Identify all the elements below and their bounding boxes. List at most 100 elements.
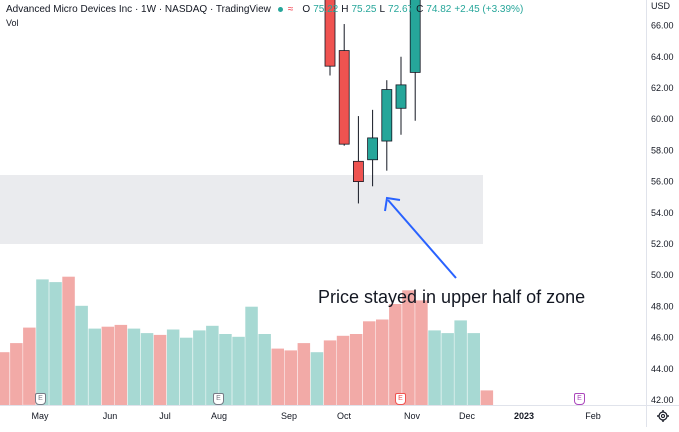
time-label-2023: 2023 [513, 411, 535, 421]
candle-body [324, 0, 336, 67]
volume-bar [271, 348, 284, 405]
price-tick-label: 50.00 [651, 270, 674, 280]
volume-bar [206, 325, 219, 405]
open-value: 75.22 [313, 4, 339, 15]
close-value: 74.82 [426, 4, 452, 15]
candle-body [409, 0, 421, 73]
candle[interactable] [367, 109, 379, 187]
price-tick-label: 48.00 [651, 301, 674, 311]
volume-bar [75, 305, 88, 405]
volume-label[interactable]: Vol [6, 18, 19, 28]
volume-bar [441, 333, 454, 405]
price-axis: USD 42.00 44.00 46.00 48.00 50.00 52.00 54.00 5… [651, 1, 674, 405]
volume-bar [467, 333, 480, 405]
price-tick-label: 58.00 [651, 145, 674, 155]
symbol-title[interactable]: Advanced Micro Devices Inc · 1W · NASDAQ… [6, 4, 271, 15]
volume-bar [101, 326, 115, 405]
low-value: 72.67 [388, 4, 414, 15]
time-label-jun: Jun [102, 411, 118, 421]
candle-body [367, 137, 379, 161]
volume-bar [376, 319, 389, 405]
volume-bar [297, 343, 311, 405]
chart-settings-button[interactable] [646, 405, 679, 427]
volume-bar [336, 335, 350, 405]
price-scale[interactable]: USD 42.00 44.00 46.00 48.00 50.00 52.00 54.00 5… [646, 0, 679, 405]
price-tick-label: 44.00 [651, 364, 674, 374]
chart-area[interactable]: Advanced Micro Devices Inc · 1W · NASDAQ… [0, 0, 646, 405]
high-value: 75.25 [351, 4, 377, 15]
earnings-badge-may[interactable]: E [35, 393, 46, 405]
price-tick-label: 52.00 [651, 239, 674, 249]
volume-bar [140, 333, 154, 405]
volume-bar [62, 276, 75, 405]
time-label-may: May [31, 411, 49, 421]
earnings-badge-nov[interactable]: E [395, 393, 406, 405]
candle-body [395, 84, 407, 109]
volume-bar [232, 336, 245, 405]
price-tick-label: 62.00 [651, 83, 674, 93]
earnings-badge-aug[interactable]: E [213, 393, 224, 405]
volume-bar [36, 279, 49, 405]
time-label-jul: Jul [159, 411, 171, 421]
time-label-sep: Sep [280, 411, 298, 421]
volume-bar [310, 352, 324, 405]
time-label-nov: Nov [403, 411, 421, 421]
high-label: H [341, 4, 349, 15]
volume-bar [193, 330, 206, 405]
price-tick-label: 66.00 [651, 21, 674, 31]
open-label: O [302, 4, 311, 15]
volume-bar [284, 350, 297, 405]
chart-legend: Advanced Micro Devices Inc · 1W · NASDAQ… [6, 4, 523, 15]
time-scale[interactable]: May Jun Jul Aug Sep Oct Nov Dec 2023 Feb [0, 405, 646, 427]
volume-bar [389, 304, 402, 405]
volume-bar [349, 334, 363, 405]
price-tick-label: 46.00 [651, 333, 674, 343]
volume-bars [0, 276, 494, 405]
time-label-oct: Oct [336, 411, 352, 421]
candle[interactable] [395, 56, 407, 135]
volume-bar [402, 290, 415, 405]
candle[interactable] [338, 24, 350, 146]
candle[interactable] [409, 0, 421, 121]
price-tick-label: 56.00 [651, 177, 674, 187]
volume-bar [415, 300, 428, 405]
candlesticks [324, 0, 421, 204]
candle[interactable] [324, 0, 336, 76]
time-label-aug: Aug [210, 411, 228, 421]
gear-icon [657, 410, 669, 422]
chart-canvas[interactable] [0, 0, 646, 405]
change-value: +2.45 (+3.39%) [454, 4, 524, 15]
time-label-feb: Feb [585, 411, 601, 421]
price-tick-label: 54.00 [651, 208, 674, 218]
volume-bar [323, 340, 337, 405]
volume-bar [180, 337, 193, 405]
volume-bar [10, 343, 23, 405]
candle[interactable] [381, 80, 393, 171]
candle-body [352, 160, 364, 183]
volume-bar [23, 327, 36, 405]
volume-bar [153, 334, 167, 405]
candle-body [338, 50, 350, 145]
volume-bar [114, 324, 128, 405]
volume-bar [480, 390, 494, 405]
volume-bar [245, 306, 258, 405]
candle[interactable] [352, 116, 364, 204]
volume-bar [428, 330, 441, 405]
low-label: L [379, 4, 386, 15]
price-tick-label: 60.00 [651, 114, 674, 124]
support-zone-rectangle[interactable] [0, 175, 483, 244]
price-tick-label: 64.00 [651, 52, 674, 62]
volume-bar [127, 328, 141, 405]
volume-bar [166, 329, 180, 405]
candle-body [381, 89, 393, 142]
currency-label: USD [651, 1, 671, 11]
volume-bar [219, 334, 232, 405]
price-tick-label: 42.00 [651, 395, 674, 405]
volume-bar [363, 321, 376, 405]
volume-bar [0, 352, 10, 405]
earnings-badge-jan[interactable]: E [574, 393, 585, 405]
annotation-arrow[interactable] [384, 196, 457, 279]
annotation-text[interactable]: Price stayed in upper half of zone [318, 287, 586, 307]
volume-bar [258, 334, 271, 405]
market-status-icon [277, 7, 283, 12]
